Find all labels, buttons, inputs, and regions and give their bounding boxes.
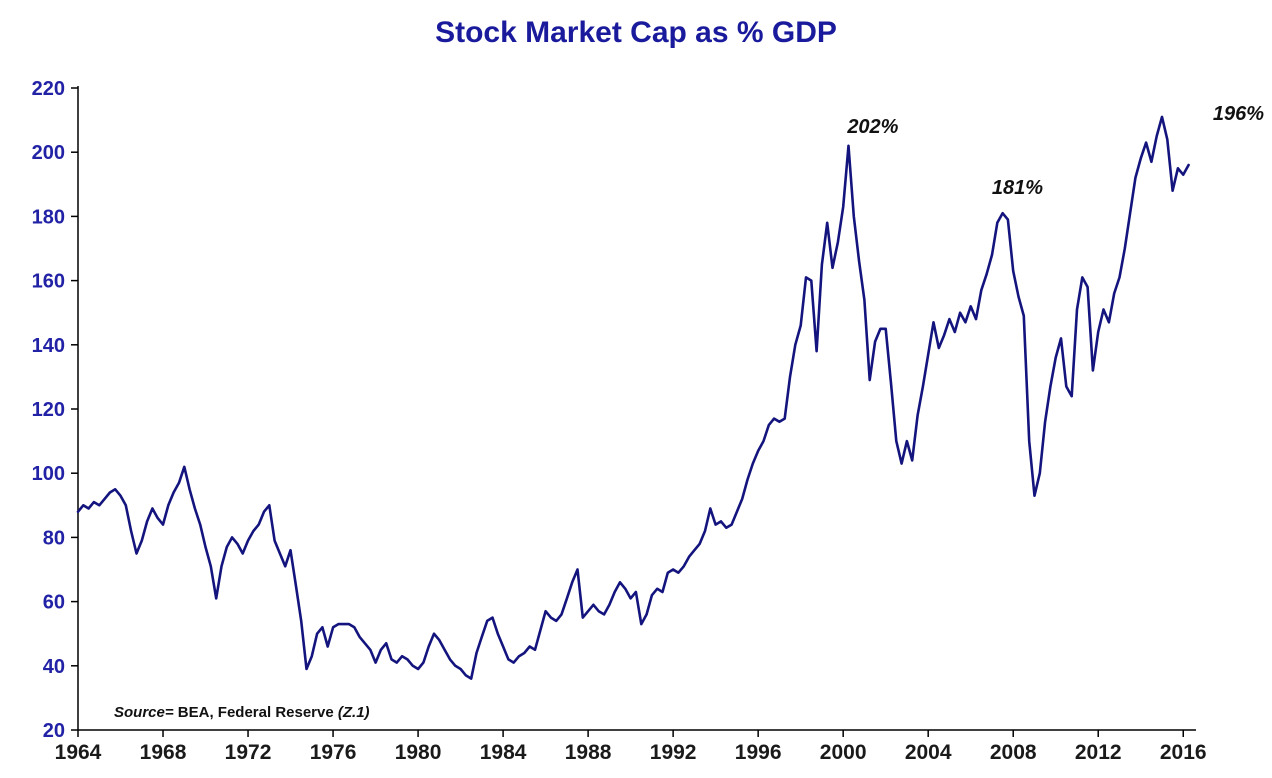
- x-axis-tick-label: 1992: [650, 741, 697, 764]
- y-axis-tick-label: 40: [43, 656, 65, 678]
- x-axis-tick-label: 1988: [565, 741, 612, 764]
- chart-title-text: Stock Market Cap as % GDP: [435, 16, 837, 49]
- x-axis-tick-label: 2000: [820, 741, 867, 764]
- peak-value-annotation: 196%: [1213, 103, 1264, 125]
- y-axis-tick-label: 200: [32, 142, 65, 164]
- y-axis-tick-label: 140: [32, 335, 65, 357]
- source-note-prefix: Source=: [114, 704, 174, 721]
- data-series-line: [76, 115, 1190, 680]
- chart-title: Stock Market Cap as % GDP: [0, 16, 1272, 50]
- y-axis-tick-label: 180: [32, 206, 65, 228]
- peak-value-annotation: 202%: [846, 116, 898, 138]
- y-axis-tick-label: 20: [43, 720, 65, 742]
- x-axis-tick-label: 2012: [1075, 741, 1122, 764]
- y-axis-tick-label: 60: [43, 592, 65, 614]
- y-axis-tick-label: 80: [43, 527, 65, 549]
- y-axis-tick-label: 220: [32, 78, 65, 100]
- source-note-suffix: (Z.1): [338, 704, 370, 721]
- x-axis-tick-label: 2016: [1160, 741, 1207, 764]
- x-axis-tick-label: 1996: [735, 741, 782, 764]
- x-axis-tick-label: 1984: [480, 741, 527, 764]
- y-axis-tick-label: 120: [32, 399, 65, 421]
- x-axis-tick-label: 1968: [140, 741, 187, 764]
- y-axis-tick-label: 100: [32, 463, 65, 485]
- y-axis-tick-label: 160: [32, 271, 65, 293]
- x-axis-tick-label: 1976: [310, 741, 357, 764]
- x-axis-tick-label: 1964: [55, 741, 102, 764]
- x-axis-tick-label: 2008: [990, 741, 1037, 764]
- source-note: Source= BEA, Federal Reserve (Z.1): [114, 704, 370, 721]
- peak-value-annotation: 181%: [992, 177, 1043, 199]
- source-note-body: BEA, Federal Reserve: [174, 704, 338, 721]
- x-axis-tick-label: 1972: [225, 741, 272, 764]
- x-axis-tick-label: 1980: [395, 741, 442, 764]
- x-axis-tick-label: 2004: [905, 741, 952, 764]
